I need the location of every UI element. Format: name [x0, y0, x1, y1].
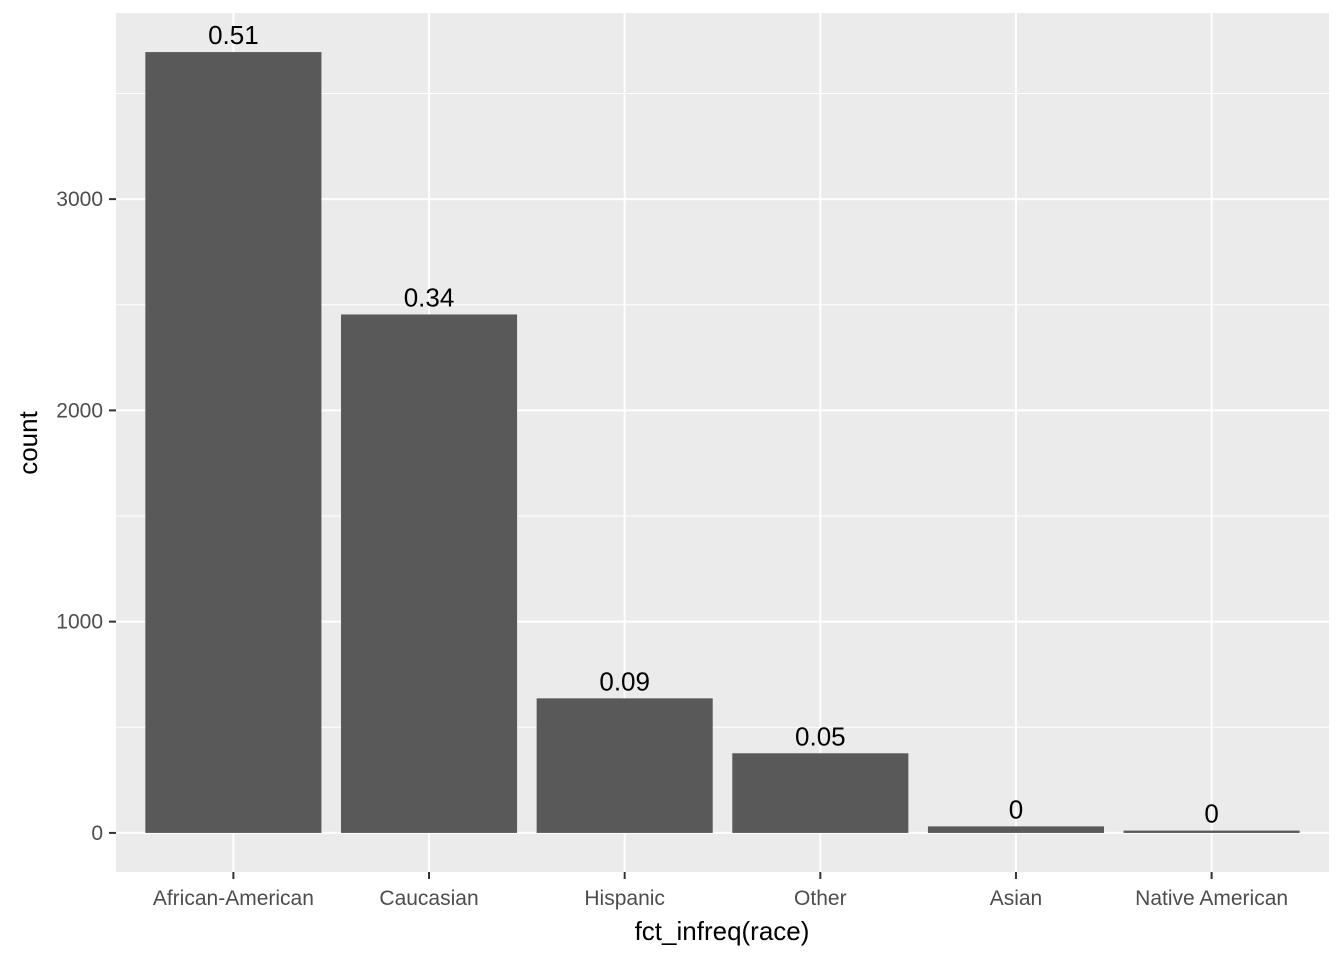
y-axis-title: count	[13, 410, 43, 474]
bar	[340, 314, 518, 833]
data-label: 0.05	[795, 721, 846, 751]
bars	[145, 52, 1300, 833]
y-tick-label: 1000	[56, 611, 103, 634]
data-label: 0.34	[404, 282, 455, 312]
y-tick-label: 3000	[56, 188, 103, 211]
bar	[145, 52, 322, 833]
y-tick-label: 2000	[56, 399, 103, 422]
data-label: 0	[1204, 799, 1218, 829]
bar	[732, 753, 909, 833]
y-axis: 0 1000 2000 3000	[56, 188, 116, 845]
bar	[927, 826, 1105, 833]
x-tick-label: African-American	[153, 887, 314, 910]
x-tick-label: Other	[794, 887, 847, 910]
x-axis: African-American Caucasian Hispanic Other As…	[153, 872, 1288, 910]
data-label: 0.51	[208, 20, 259, 50]
data-label: 0.09	[599, 666, 650, 696]
x-tick-label: Hispanic	[584, 887, 665, 910]
bar	[1123, 830, 1300, 833]
x-tick-label: Native American	[1135, 887, 1288, 910]
data-labels: 0.51 0.34 0.09 0.05 0 0	[208, 20, 1219, 829]
y-tick-label: 0	[91, 822, 103, 845]
x-tick-label: Asian	[990, 887, 1043, 910]
data-label: 0	[1009, 794, 1023, 824]
bar	[536, 698, 713, 833]
x-tick-label: Caucasian	[379, 887, 478, 910]
x-axis-title: fct_infreq(race)	[635, 916, 810, 946]
